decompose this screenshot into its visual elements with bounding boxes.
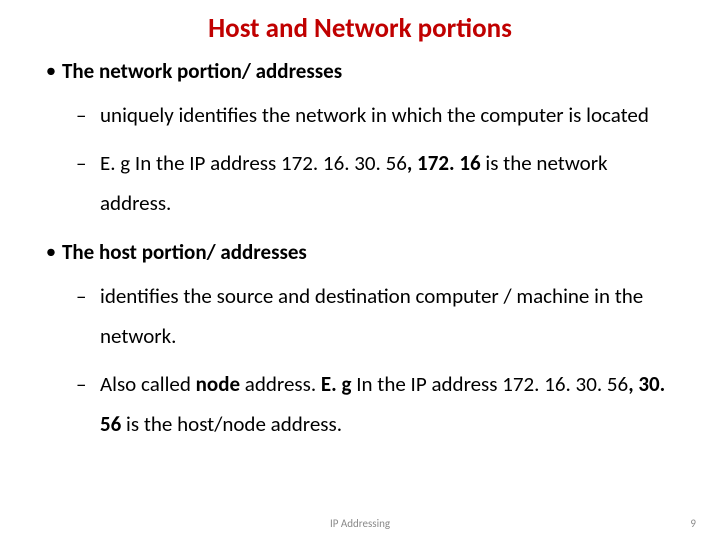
subbullet-host-1: – identifies the source and destination … [76,277,680,357]
text-fragment: In the IP address 172. 16. 30. 56 [356,371,628,397]
subbullet-text: Also called node address. E. g In the IP… [100,365,680,445]
text-fragment-bold: , 172. 16 [407,150,481,176]
dash-icon: – [76,365,100,405]
bullet-dot-icon: • [40,238,62,265]
dash-icon: – [76,96,100,136]
subbullet-network-1: – uniquely identifies the network in whi… [76,96,680,136]
subbullet-text: uniquely identifies the network in which… [100,96,680,136]
page-number: 9 [690,517,696,530]
bullet-network-heading: • The network portion/ addresses [40,57,680,86]
subbullet-text: identifies the source and destination co… [100,277,680,357]
text-fragment: E. g In the IP address 172. 16. 30. 56 [100,150,407,176]
slide-title: Host and Network portions [40,12,680,45]
bullet-text: The host portion/ addresses [62,238,680,267]
subbullet-network-2: – E. g In the IP address 172. 16. 30. 56… [76,144,680,224]
subbullet-text: E. g In the IP address 172. 16. 30. 56, … [100,144,680,224]
slide: Host and Network portions • The network … [0,0,720,540]
text-fragment: Also called [100,371,196,397]
text-fragment-bold: E. g [321,371,356,397]
subbullet-host-2: – Also called node address. E. g In the … [76,365,680,445]
dash-icon: – [76,144,100,184]
bullet-host-heading: • The host portion/ addresses [40,238,680,267]
text-fragment: address. [245,371,321,397]
bullet-text: The network portion/ addresses [62,57,680,86]
text-fragment: is the host/node address. [121,411,342,437]
footer-center: IP Addressing [0,517,720,530]
dash-icon: – [76,277,100,317]
text-fragment-bold: node [196,371,245,397]
bullet-dot-icon: • [40,57,62,84]
